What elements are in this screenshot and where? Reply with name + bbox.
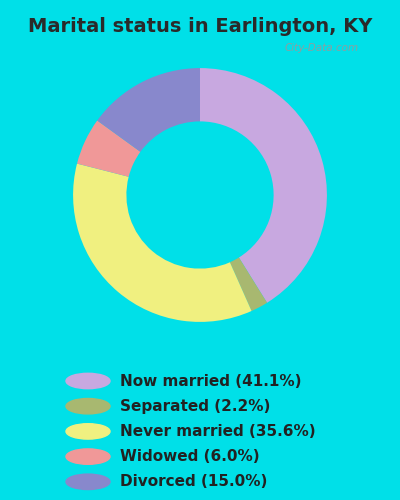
Circle shape (66, 374, 110, 388)
Wedge shape (97, 68, 200, 152)
Text: Never married (35.6%): Never married (35.6%) (120, 424, 316, 439)
Circle shape (66, 424, 110, 439)
Wedge shape (77, 120, 140, 177)
Circle shape (66, 398, 110, 414)
Text: Widowed (6.0%): Widowed (6.0%) (120, 449, 260, 464)
Text: Separated (2.2%): Separated (2.2%) (120, 398, 270, 413)
Wedge shape (73, 164, 252, 322)
Text: Now married (41.1%): Now married (41.1%) (120, 374, 302, 388)
Wedge shape (230, 258, 267, 311)
Text: Marital status in Earlington, KY: Marital status in Earlington, KY (28, 18, 372, 36)
Circle shape (66, 449, 110, 464)
Circle shape (66, 474, 110, 490)
Wedge shape (200, 68, 327, 303)
Text: City-Data.com: City-Data.com (284, 43, 358, 53)
Text: Divorced (15.0%): Divorced (15.0%) (120, 474, 267, 490)
